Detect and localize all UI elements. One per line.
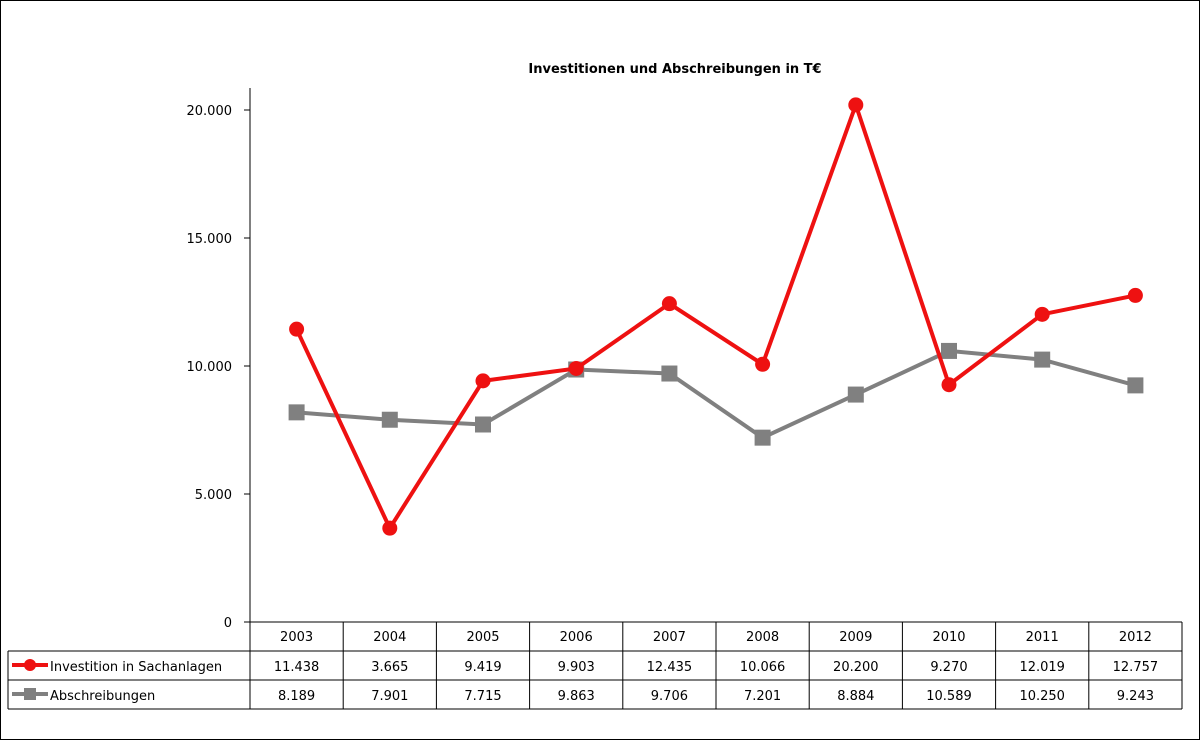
data-point bbox=[1034, 306, 1050, 322]
data-point bbox=[754, 429, 771, 446]
data-point bbox=[661, 365, 678, 382]
category-label: 2011 bbox=[1026, 630, 1059, 645]
data-point bbox=[568, 360, 584, 376]
data-label: 9.863 bbox=[558, 689, 595, 704]
y-tick-label: 20.000 bbox=[187, 104, 233, 119]
data-point bbox=[289, 321, 305, 337]
data-label: 9.243 bbox=[1117, 689, 1154, 704]
data-label: 12.019 bbox=[1019, 660, 1065, 675]
category-label: 2003 bbox=[280, 630, 313, 645]
data-point bbox=[941, 342, 957, 359]
data-label: 9.270 bbox=[930, 660, 967, 675]
data-point bbox=[941, 377, 957, 393]
data-point bbox=[475, 373, 491, 389]
category-label: 2004 bbox=[373, 630, 406, 645]
chart-title: Investitionen und Abschreibungen in T€ bbox=[528, 62, 822, 77]
y-tick-label: 15.000 bbox=[187, 232, 233, 247]
legend-marker-circle bbox=[24, 659, 36, 671]
category-label: 2012 bbox=[1119, 630, 1152, 645]
data-label: 12.757 bbox=[1113, 660, 1159, 675]
category-label: 2009 bbox=[839, 630, 872, 645]
data-point bbox=[1127, 287, 1143, 303]
data-point bbox=[1034, 351, 1051, 368]
data-point bbox=[1127, 377, 1144, 394]
category-label: 2010 bbox=[932, 630, 965, 645]
data-point bbox=[475, 416, 491, 433]
category-label: 2008 bbox=[746, 630, 779, 645]
data-label: 9.419 bbox=[464, 660, 501, 675]
data-label: 10.589 bbox=[926, 689, 972, 704]
data-point bbox=[381, 411, 398, 428]
category-label: 2005 bbox=[466, 630, 499, 645]
data-point bbox=[755, 356, 771, 372]
data-label: 9.903 bbox=[558, 660, 595, 675]
legend-label: Investition in Sachanlagen bbox=[50, 660, 222, 675]
data-label: 8.884 bbox=[837, 689, 874, 704]
series-line-1 bbox=[296, 348, 1136, 440]
data-label: 7.201 bbox=[744, 689, 781, 704]
category-label: 2006 bbox=[560, 630, 593, 645]
data-point bbox=[847, 386, 864, 403]
data-label: 3.665 bbox=[371, 660, 408, 675]
y-tick-label: 10.000 bbox=[187, 360, 233, 375]
data-point bbox=[848, 97, 864, 113]
legend-marker-square bbox=[24, 688, 36, 700]
data-label: 8.189 bbox=[278, 689, 315, 704]
data-point bbox=[382, 520, 398, 536]
data-label: 11.438 bbox=[274, 660, 320, 675]
data-label: 10.066 bbox=[740, 660, 786, 675]
data-label: 20.200 bbox=[833, 660, 879, 675]
legend-label: Abschreibungen bbox=[50, 689, 155, 704]
series-line-0 bbox=[294, 98, 1136, 533]
data-label: 7.715 bbox=[464, 689, 501, 704]
data-label: 9.706 bbox=[651, 689, 688, 704]
y-tick-label: 5.000 bbox=[195, 488, 232, 503]
category-label: 2007 bbox=[653, 630, 686, 645]
y-tick-label: 0 bbox=[224, 616, 232, 631]
data-label: 12.435 bbox=[647, 660, 693, 675]
data-point bbox=[661, 296, 677, 312]
data-label: 7.901 bbox=[371, 689, 408, 704]
data-label: 10.250 bbox=[1019, 689, 1065, 704]
data-point bbox=[288, 404, 305, 421]
